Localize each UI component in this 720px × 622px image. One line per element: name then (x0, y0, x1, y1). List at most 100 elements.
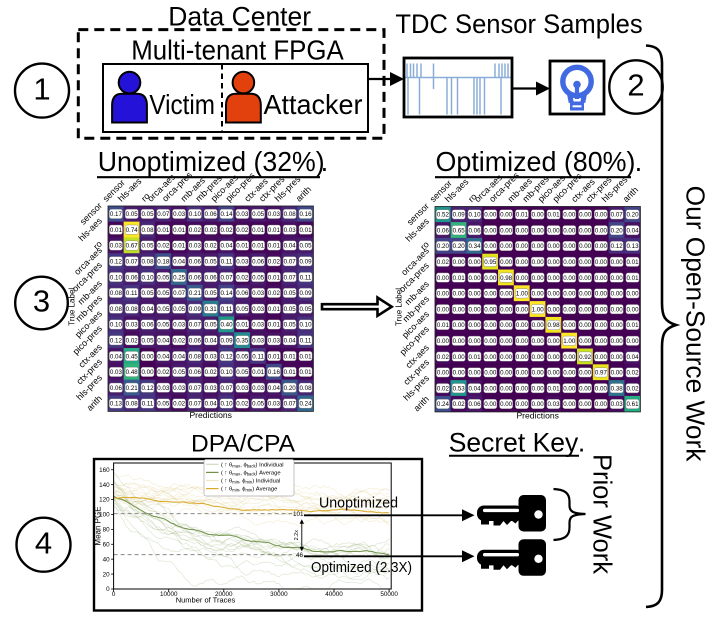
svg-text:0.02: 0.02 (220, 227, 233, 234)
svg-text:0.00: 0.00 (468, 306, 481, 313)
svg-text:0.00: 0.00 (579, 338, 592, 345)
svg-text:0.00: 0.00 (453, 338, 466, 345)
svg-text:0.00: 0.00 (437, 370, 450, 377)
svg-text:.: . (635, 146, 643, 177)
svg-text:0.10: 0.10 (110, 274, 123, 281)
svg-text:0.03: 0.03 (205, 385, 218, 392)
svg-text:0.04: 0.04 (284, 243, 297, 250)
svg-text:0.11: 0.11 (221, 306, 233, 313)
svg-text:0.05: 0.05 (299, 306, 312, 313)
svg-text:0.10: 0.10 (110, 322, 123, 329)
svg-text:0.00: 0.00 (563, 259, 576, 266)
svg-text:0.05: 0.05 (157, 322, 170, 329)
svg-text:0.98: 0.98 (547, 322, 560, 329)
svg-text:0.00: 0.00 (563, 385, 576, 392)
svg-text:0.08: 0.08 (141, 259, 154, 266)
svg-text:0.05: 0.05 (252, 211, 265, 218)
svg-text:0.09: 0.09 (299, 259, 312, 266)
svg-text:0.00: 0.00 (563, 212, 576, 219)
svg-text:0.00: 0.00 (595, 401, 608, 408)
svg-text:0.24: 0.24 (437, 401, 450, 408)
svg-text:0.00: 0.00 (595, 385, 608, 392)
svg-text:0.00: 0.00 (516, 338, 529, 345)
svg-text:Predictions: Predictions (189, 410, 232, 420)
svg-text:0.31: 0.31 (205, 306, 218, 313)
svg-text:0.00: 0.00 (579, 401, 592, 408)
svg-text:1.00: 1.00 (532, 306, 545, 313)
svg-text:TDC Sensor Samples: TDC Sensor Samples (395, 9, 642, 39)
svg-text:0.00: 0.00 (532, 243, 545, 250)
svg-text:( ↑ θmax, ϕback) Individual: ( ↑ θmax, ϕback) Individual (221, 462, 284, 468)
svg-text:0.00: 0.00 (437, 275, 450, 282)
svg-text:0.05: 0.05 (284, 322, 297, 329)
svg-text:0.00: 0.00 (547, 243, 560, 250)
svg-text:0.05: 0.05 (173, 306, 186, 313)
svg-text:50000: 50000 (380, 591, 398, 598)
svg-text:0.07: 0.07 (189, 385, 202, 392)
svg-text:1.00: 1.00 (563, 338, 576, 345)
svg-text:0.00: 0.00 (532, 212, 545, 219)
svg-text:0.04: 0.04 (626, 227, 639, 234)
svg-text:0.00: 0.00 (547, 338, 560, 345)
svg-text:Unoptimized (32%): Unoptimized (32%) (98, 146, 325, 177)
svg-text:Prior Work: Prior Work (588, 454, 616, 574)
svg-text:0.03: 0.03 (173, 211, 186, 218)
svg-text:0.00: 0.00 (595, 227, 608, 234)
svg-text:0.01: 0.01 (236, 322, 249, 329)
svg-text:0.40: 0.40 (220, 322, 233, 329)
svg-text:0.00: 0.00 (500, 401, 513, 408)
svg-text:0.01: 0.01 (157, 227, 170, 234)
svg-text:0.00: 0.00 (484, 322, 497, 329)
svg-text:0.02: 0.02 (268, 259, 281, 266)
svg-text:0.00: 0.00 (532, 338, 545, 345)
svg-text:0.97: 0.97 (595, 370, 608, 377)
svg-text:0.03: 0.03 (110, 243, 123, 250)
svg-text:0.06: 0.06 (189, 338, 202, 345)
svg-text:0.16: 0.16 (299, 211, 312, 218)
svg-text:0.05: 0.05 (205, 290, 218, 297)
svg-text:Multi-tenant FPGA: Multi-tenant FPGA (131, 35, 344, 66)
svg-text:0.00: 0.00 (453, 259, 466, 266)
svg-text:0.00: 0.00 (532, 275, 545, 282)
svg-text:0.01: 0.01 (299, 353, 312, 360)
svg-text:0.04: 0.04 (173, 353, 186, 360)
svg-text:Data Center: Data Center (168, 2, 311, 32)
svg-text:0.00: 0.00 (516, 354, 529, 361)
svg-text:0.00: 0.00 (579, 259, 592, 266)
svg-text:0.00: 0.00 (532, 322, 545, 329)
svg-text:101: 101 (293, 511, 304, 518)
svg-text:100: 100 (99, 512, 110, 519)
svg-text:0.01: 0.01 (299, 227, 312, 234)
svg-text:160: 160 (99, 467, 110, 474)
svg-text:0.00: 0.00 (547, 275, 560, 282)
svg-text:0.12: 0.12 (220, 353, 233, 360)
svg-text:0.04: 0.04 (205, 338, 218, 345)
svg-text:0.00: 0.00 (437, 306, 450, 313)
svg-text:0.00: 0.00 (595, 291, 608, 298)
svg-text:0.00: 0.00 (579, 212, 592, 219)
svg-text:Number of Traces: Number of Traces (176, 596, 236, 605)
svg-text:0.00: 0.00 (611, 291, 624, 298)
svg-text:0.07: 0.07 (126, 259, 139, 266)
svg-text:1.00: 1.00 (516, 291, 529, 298)
svg-text:0.07: 0.07 (189, 401, 202, 408)
svg-text:0.01: 0.01 (268, 353, 281, 360)
svg-text:0.01: 0.01 (268, 306, 281, 313)
svg-text:0.00: 0.00 (579, 370, 592, 377)
svg-text:0.04: 0.04 (157, 353, 170, 360)
svg-text:0.00: 0.00 (141, 369, 154, 376)
svg-text:0.53: 0.53 (453, 385, 466, 392)
svg-text:0.06: 0.06 (189, 259, 202, 266)
svg-text:0.01: 0.01 (468, 354, 481, 361)
svg-text:0.05: 0.05 (141, 290, 154, 297)
svg-text:0.03: 0.03 (173, 385, 186, 392)
svg-text:0.20: 0.20 (284, 385, 297, 392)
svg-text:0.00: 0.00 (547, 306, 560, 313)
svg-text:0.12: 0.12 (141, 385, 154, 392)
svg-text:0.00: 0.00 (547, 259, 560, 266)
svg-text:0.01: 0.01 (516, 212, 529, 219)
svg-text:0.05: 0.05 (205, 322, 218, 329)
svg-text:0.00: 0.00 (500, 385, 513, 392)
svg-text:0.00: 0.00 (563, 370, 576, 377)
svg-text:0.01: 0.01 (173, 227, 186, 234)
